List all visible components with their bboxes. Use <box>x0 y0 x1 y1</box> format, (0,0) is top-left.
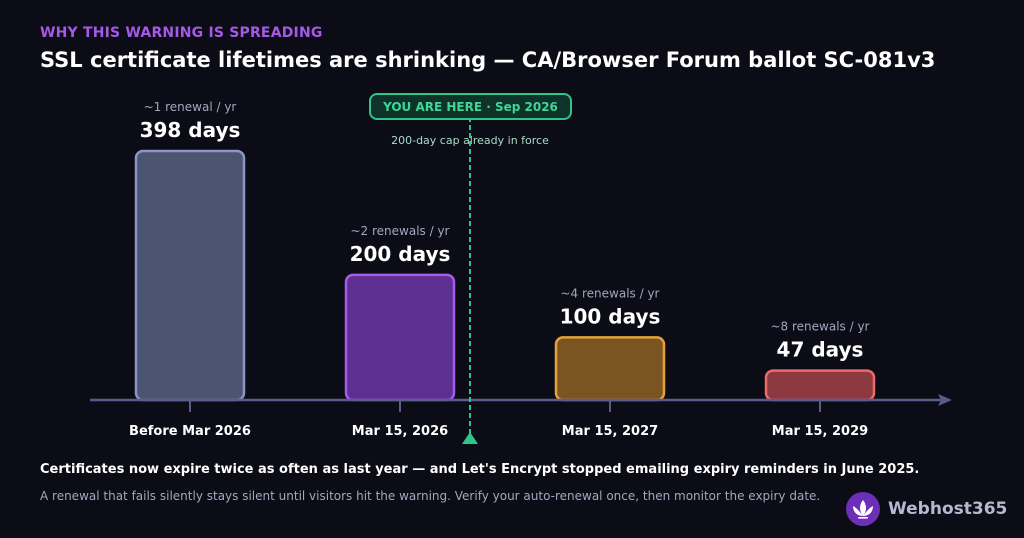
renewal-label-1: ~1 renewal / yr <box>144 100 237 114</box>
chart-kicker: WHY THIS WARNING IS SPREADING <box>40 25 323 41</box>
category-label-4: Mar 15, 2029 <box>772 424 868 439</box>
value-label-2: 200 days <box>350 242 451 266</box>
category-label-2: Mar 15, 2026 <box>352 424 448 439</box>
value-label-4: 47 days <box>777 338 864 362</box>
lotus-icon <box>846 492 880 526</box>
brand-name: Webhost365 <box>888 499 1008 519</box>
you-are-here-marker: YOU ARE HERE · Sep 2026 200-day cap alrea… <box>369 93 572 444</box>
renewal-label-3: ~4 renewals / yr <box>560 286 659 300</box>
renewal-label-4: ~8 renewals / yr <box>770 320 869 334</box>
timeline-arrow-icon <box>938 394 952 406</box>
chart-title: SSL certificate lifetimes are shrinking … <box>40 48 936 72</box>
value-label-1: 398 days <box>140 118 241 142</box>
category-label-1: Before Mar 2026 <box>129 424 251 439</box>
bar-4 <box>764 369 876 402</box>
bar-1 <box>134 149 246 402</box>
value-label-3: 100 days <box>560 304 661 328</box>
footer-main-text: Certificates now expire twice as often a… <box>40 462 920 477</box>
brand: Webhost365 <box>846 492 1007 526</box>
category-label-3: Mar 15, 2027 <box>562 424 658 439</box>
renewal-label-2: ~2 renewals / yr <box>350 224 449 238</box>
axis-layer: Before Mar 2026 Mar 15, 2026 Mar 15, 2027 M… <box>90 394 952 439</box>
marker-badge <box>369 93 572 120</box>
marker-note: 200-day cap already in force <box>391 134 549 147</box>
certificate-lifetime-chart: 398 days ~1 renewal / yr 200 days ~2 renewa… <box>90 93 952 444</box>
marker-triangle-icon <box>462 432 478 444</box>
marker-label: YOU ARE HERE · Sep 2026 <box>382 100 558 114</box>
footer-sub-text: A renewal that fails silently stays sile… <box>40 489 821 503</box>
bar-2 <box>344 273 456 402</box>
bar-3 <box>554 336 666 402</box>
